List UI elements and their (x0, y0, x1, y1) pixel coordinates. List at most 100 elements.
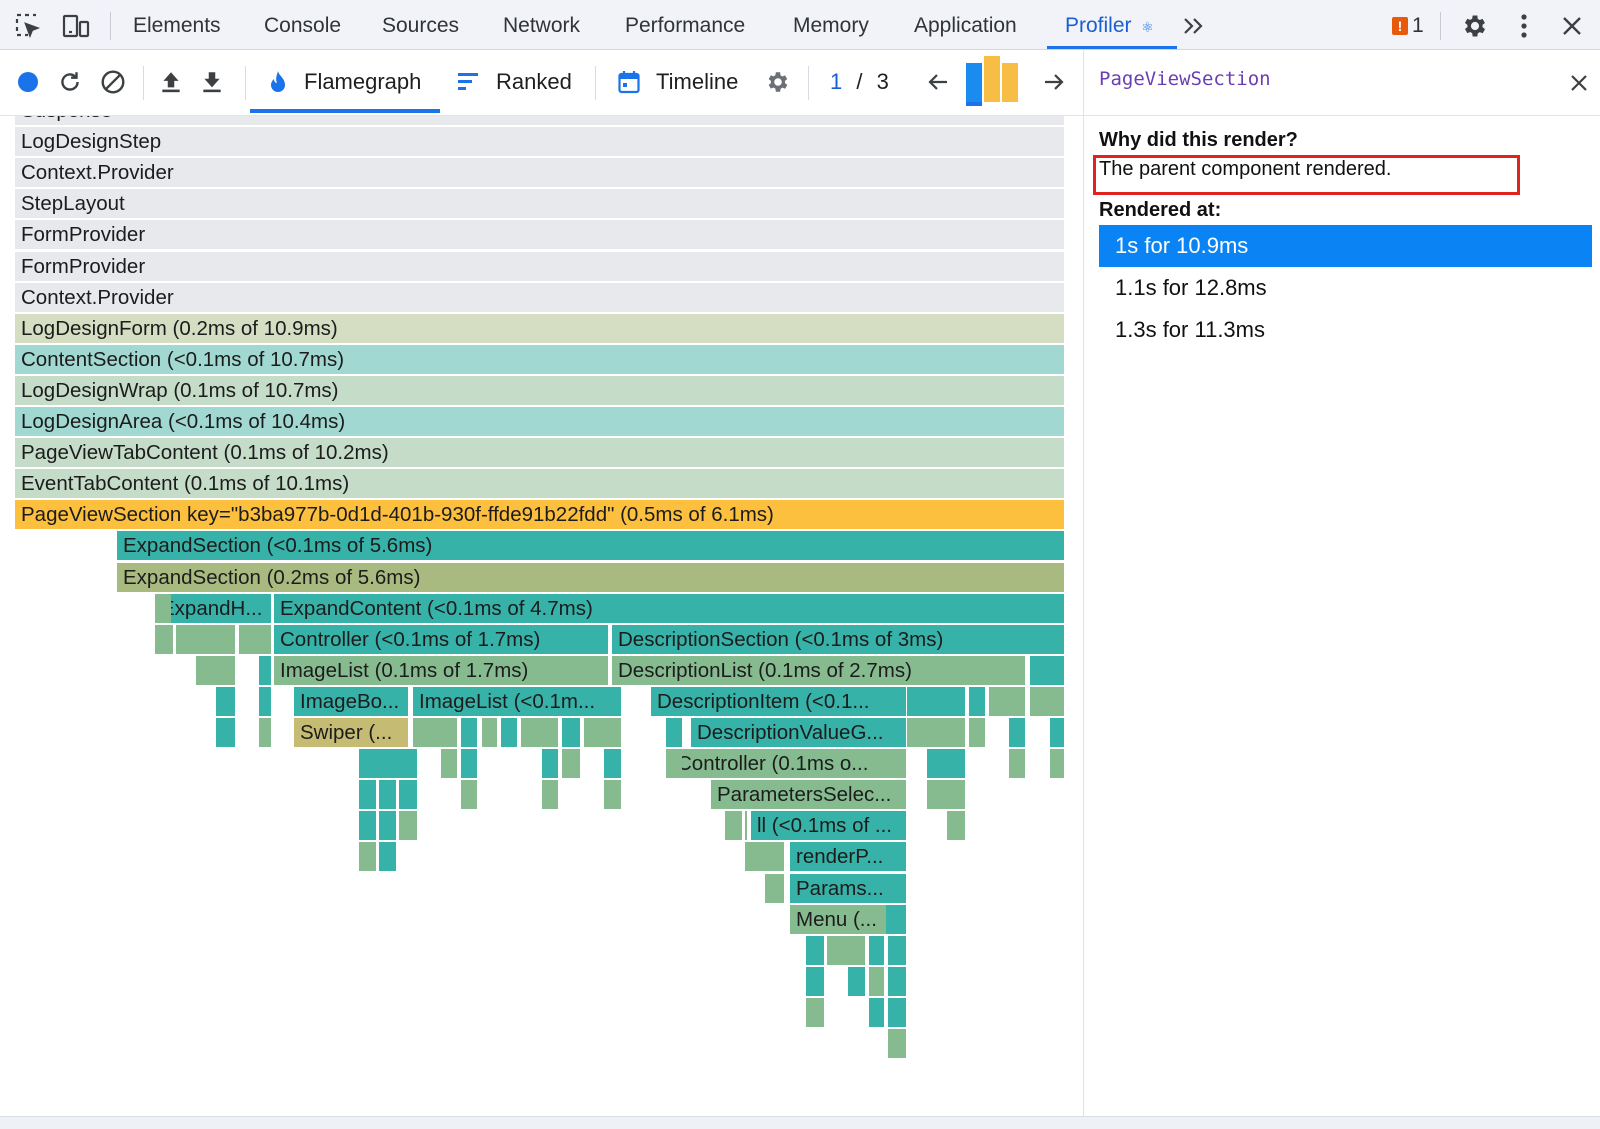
flamegraph-node[interactable]: Context.Provider (15, 283, 1064, 312)
flamegraph-node[interactable] (461, 718, 477, 747)
flamegraph-node[interactable] (827, 936, 865, 965)
commit-bar[interactable] (966, 63, 982, 102)
tab-profiler[interactable]: Profiler ⚛ (1065, 0, 1154, 50)
flamegraph-node[interactable] (379, 811, 396, 840)
record-button[interactable] (12, 66, 44, 98)
tab-sources[interactable]: Sources (382, 14, 460, 37)
tab-console[interactable]: Console (264, 14, 342, 37)
flamegraph-node[interactable] (1009, 718, 1025, 747)
tab-memory[interactable]: Memory (793, 14, 869, 37)
flamegraph-node[interactable] (216, 718, 235, 747)
more-tabs-icon[interactable] (1178, 10, 1210, 42)
flamegraph-node[interactable] (542, 780, 558, 809)
tab-elements[interactable]: Elements (133, 14, 221, 37)
flamegraph-node[interactable] (989, 687, 1025, 716)
flamegraph-node[interactable] (259, 718, 271, 747)
flamegraph-node[interactable] (155, 625, 173, 654)
flamegraph-node[interactable] (216, 687, 235, 716)
flamegraph-node[interactable] (907, 687, 965, 716)
flamegraph-node[interactable] (562, 749, 580, 778)
flamegraph-node[interactable] (888, 967, 906, 996)
flamegraph-node[interactable] (886, 905, 906, 934)
flamegraph-node[interactable]: DescriptionList (0.1ms of 2.7ms) (612, 656, 1025, 685)
flamegraph-node[interactable]: FormProvider (15, 252, 1064, 281)
flamegraph-node[interactable]: Suspense (15, 116, 1064, 125)
flamegraph-node[interactable] (542, 749, 558, 778)
timeline-mode-tab[interactable]: Timeline (618, 50, 738, 114)
flamegraph-node[interactable]: Params... (790, 874, 906, 903)
flamegraph-node[interactable] (869, 998, 884, 1027)
flamegraph-node[interactable] (1030, 656, 1064, 685)
commit-bar-chart[interactable] (964, 56, 1020, 106)
flamegraph-node[interactable] (1050, 749, 1064, 778)
flamegraph-node[interactable]: DescriptionValueG... (691, 718, 906, 747)
flamegraph-node[interactable] (1009, 749, 1025, 778)
tab-network[interactable]: Network (503, 14, 581, 37)
flamegraph-node[interactable] (239, 625, 271, 654)
previous-commit-arrow-icon[interactable] (922, 66, 954, 98)
flamegraph-node[interactable] (196, 656, 235, 685)
render-item[interactable]: 1.1s for 12.8ms (1115, 275, 1267, 300)
flamegraph-node[interactable] (259, 656, 271, 685)
flamegraph-node[interactable] (907, 718, 965, 747)
flamegraph-node[interactable] (562, 718, 580, 747)
flamegraph-node[interactable] (745, 811, 747, 840)
flamegraph-node[interactable] (359, 749, 417, 778)
flamegraph-node[interactable] (969, 718, 985, 747)
flamegraph-node[interactable] (806, 936, 824, 965)
flamegraph-node[interactable]: PageViewSection key="b3ba977b-0d1d-401b-… (15, 500, 1064, 529)
flamegraph-node[interactable]: FormProvider (15, 220, 1064, 249)
flamegraph-node[interactable] (806, 998, 824, 1027)
flamegraph-node[interactable]: ParametersSelec... (711, 780, 906, 809)
flamegraph-node[interactable] (969, 687, 985, 716)
flamegraph-node[interactable]: ExpandSection (0.2ms of 5.6ms) (117, 563, 1064, 592)
kebab-menu-icon[interactable] (1508, 10, 1540, 42)
flamegraph-node[interactable]: ImageBo... (294, 687, 408, 716)
flamegraph-node[interactable] (888, 1029, 906, 1058)
tab-application[interactable]: Application (914, 14, 1017, 37)
flamegraph-node[interactable] (521, 718, 558, 747)
horizontal-scrollbar[interactable] (0, 1116, 1600, 1129)
flamegraph-node[interactable] (176, 625, 235, 654)
flamegraph-node[interactable] (666, 718, 682, 747)
flamegraph-node[interactable]: LogDesignForm (0.2ms of 10.9ms) (15, 314, 1064, 343)
flamegraph-node[interactable]: ExpandH... (155, 594, 271, 623)
flamegraph-node[interactable] (848, 967, 865, 996)
flamegraph-node[interactable] (441, 749, 457, 778)
clear-profile-button[interactable] (97, 66, 129, 98)
flamegraph-node[interactable] (869, 967, 884, 996)
flamegraph-node[interactable] (604, 749, 621, 778)
flamegraph-node[interactable] (461, 749, 477, 778)
flamegraph-node[interactable]: ContentSection (<0.1ms of 10.7ms) (15, 345, 1064, 374)
commit-bar[interactable] (1002, 63, 1018, 102)
flamegraph-node[interactable] (869, 936, 884, 965)
flamegraph-node[interactable] (413, 718, 457, 747)
flamegraph-node[interactable] (399, 811, 417, 840)
flamegraph-node[interactable] (379, 842, 396, 871)
next-commit-arrow-icon[interactable] (1038, 66, 1070, 98)
flamegraph-node[interactable] (359, 811, 376, 840)
load-profile-button[interactable] (155, 66, 187, 98)
flamegraph-node[interactable] (666, 749, 682, 778)
flamegraph-node[interactable]: Controller (<0.1ms of 1.7ms) (274, 625, 608, 654)
flamegraph-node[interactable] (379, 780, 396, 809)
flamegraph-node[interactable]: Swiper (... (294, 718, 408, 747)
flamegraph-node[interactable]: ExpandSection (<0.1ms of 5.6ms) (117, 531, 1064, 560)
flamegraph-node[interactable] (927, 780, 965, 809)
flamegraph-node[interactable]: DescriptionSection (<0.1ms of 3ms) (612, 625, 1064, 654)
flamegraph-node[interactable] (1030, 687, 1064, 716)
flamegraph-node[interactable] (927, 749, 965, 778)
ranked-mode-tab[interactable]: Ranked (458, 50, 572, 114)
reload-and-profile-button[interactable] (54, 66, 86, 98)
flamegraph-node[interactable] (359, 842, 376, 871)
flamegraph-node[interactable]: PageViewTabContent (0.1ms of 10.2ms) (15, 438, 1064, 467)
profiler-settings-gear-icon[interactable] (762, 66, 794, 98)
device-toolbar-icon[interactable] (60, 10, 92, 42)
flamegraph-node[interactable]: StepLayout (15, 189, 1064, 218)
flamegraph-node[interactable] (725, 811, 742, 840)
flamegraph-node[interactable]: renderP... (790, 842, 906, 871)
flamegraph-node[interactable] (501, 718, 517, 747)
flamegraph-node[interactable] (765, 874, 784, 903)
save-profile-button[interactable] (196, 66, 228, 98)
flamegraph-node[interactable] (584, 718, 621, 747)
